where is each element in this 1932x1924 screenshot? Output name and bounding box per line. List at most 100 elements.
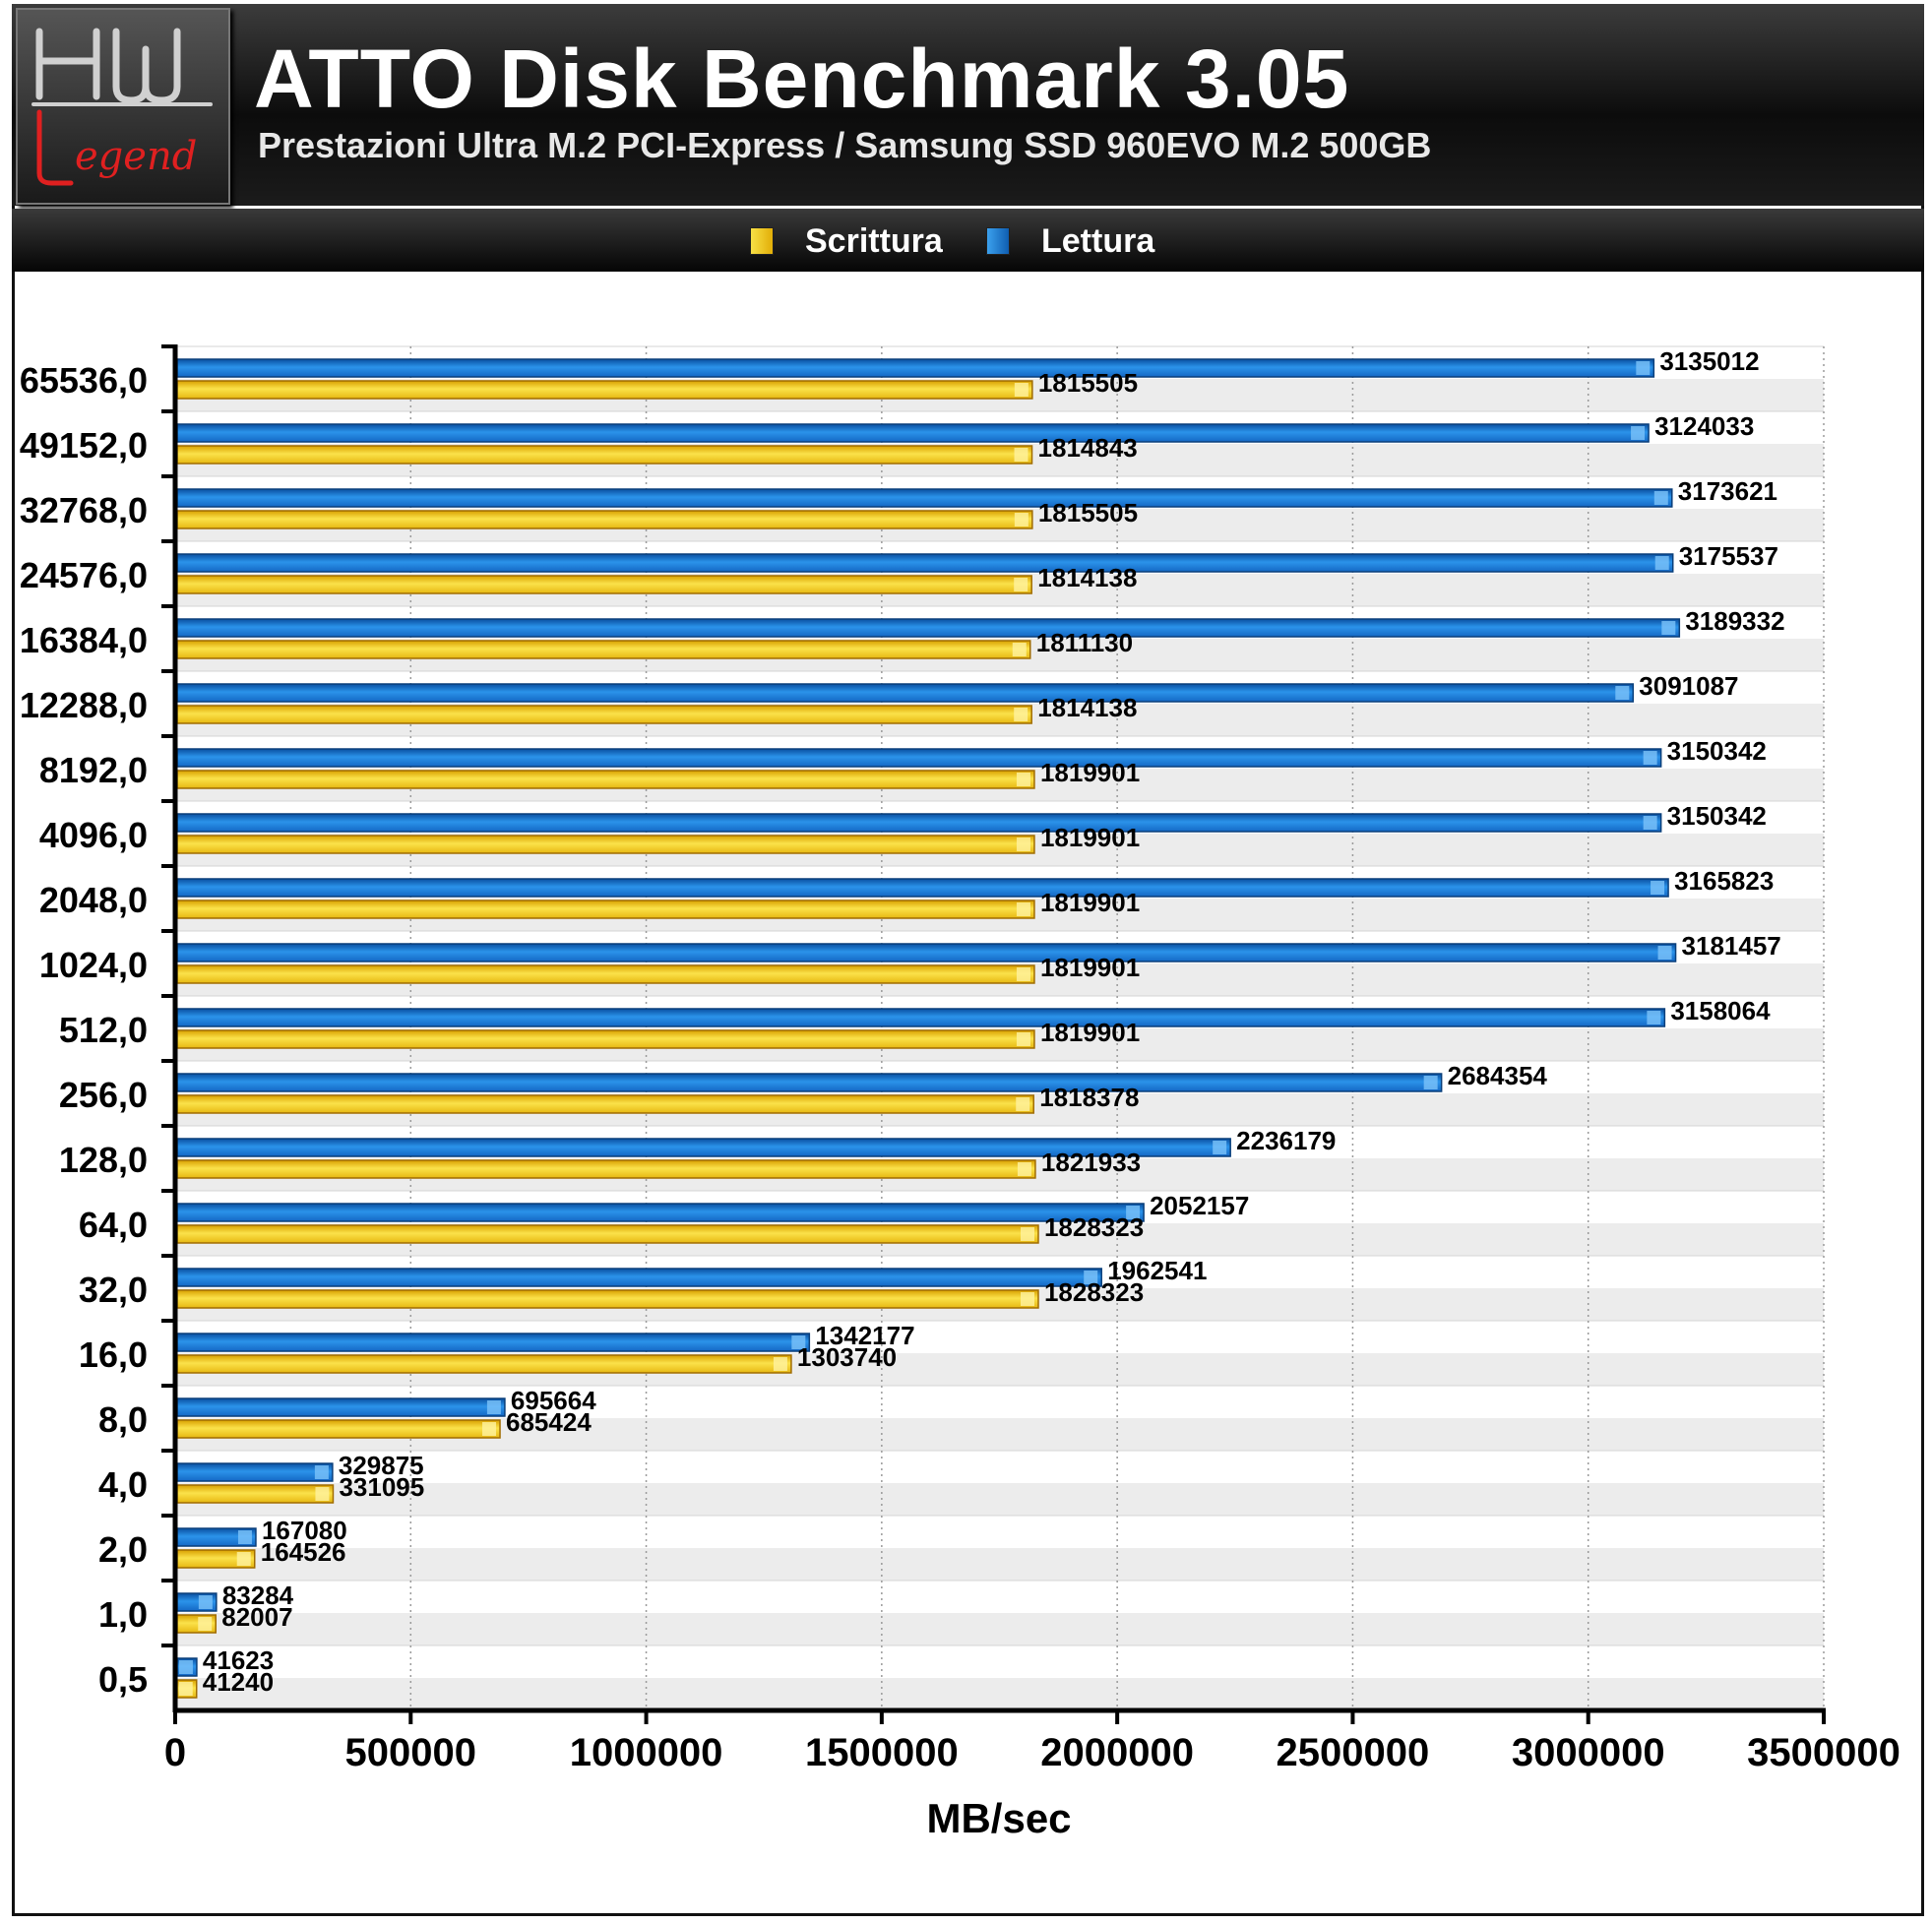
value-label-lettura: 1962541 — [1107, 1256, 1207, 1285]
bar-lettura-cap — [1636, 361, 1651, 375]
y-tick-label: 24576,0 — [20, 555, 148, 595]
y-tick-label: 32,0 — [79, 1270, 148, 1310]
bar-scrittura — [176, 1224, 1039, 1244]
bar-scrittura — [176, 1029, 1035, 1049]
bar-scrittura-cap — [1014, 578, 1028, 591]
value-label-lettura: 3165823 — [1674, 866, 1774, 896]
value-label-scrittura: 1821933 — [1041, 1148, 1141, 1177]
value-labels: 3135012 1815505 3124033 1814843 3173621 18155… — [203, 346, 1785, 1697]
y-tick-label: 4,0 — [98, 1464, 148, 1505]
x-tick-label: 0 — [164, 1731, 186, 1774]
value-label-lettura: 2684354 — [1448, 1061, 1548, 1090]
bar-lettura — [176, 1203, 1145, 1222]
x-tick-label: 3000000 — [1512, 1731, 1665, 1774]
logo-graphic: egend — [31, 28, 213, 186]
bar-lettura — [176, 488, 1673, 508]
bar-scrittura — [176, 1484, 335, 1504]
bar-lettura-cap — [1423, 1076, 1438, 1089]
bar-lettura-cap — [237, 1530, 252, 1544]
bar-lettura — [176, 748, 1662, 768]
bar-scrittura — [176, 1419, 501, 1439]
bar-lettura-cap — [198, 1595, 213, 1609]
axes: 0 500000 1000000 1500000 2000000 2500000 30000… — [20, 344, 1901, 1774]
row-band — [175, 1678, 1824, 1710]
value-label-lettura: 2052157 — [1150, 1191, 1249, 1220]
bar-lettura — [176, 1397, 506, 1417]
bar-scrittura — [176, 510, 1033, 529]
bar-lettura — [176, 878, 1669, 898]
legend-label-scrittura: Scrittura — [805, 221, 943, 260]
bar-lettura — [176, 1268, 1102, 1287]
value-label-lettura: 329875 — [339, 1451, 424, 1480]
value-label-scrittura: 685424 — [506, 1407, 592, 1437]
value-label-lettura: 3175537 — [1679, 541, 1778, 571]
value-label-scrittura: 1828323 — [1044, 1277, 1144, 1307]
y-tick-label: 64,0 — [79, 1205, 148, 1245]
y-tick-label: 128,0 — [59, 1140, 148, 1180]
value-label-scrittura: 164526 — [261, 1537, 346, 1567]
bar-lettura-cap — [314, 1465, 329, 1479]
bar-lettura-cap — [1643, 816, 1657, 830]
bar-scrittura — [176, 445, 1033, 465]
bar-scrittura — [176, 770, 1035, 789]
y-tick-label: 8192,0 — [39, 750, 148, 790]
logo-w-stroke — [112, 28, 181, 104]
bar-lettura-cap — [1084, 1271, 1098, 1284]
legend-swatch-lettura — [986, 227, 1010, 255]
bar-lettura — [176, 553, 1674, 573]
bar-scrittura-cap — [198, 1617, 213, 1631]
bar-scrittura — [176, 1289, 1039, 1309]
legend-swatch-scrittura — [750, 227, 774, 255]
value-label-scrittura: 82007 — [221, 1602, 292, 1632]
bar-lettura-cap — [1126, 1206, 1141, 1219]
y-tick-label: 16,0 — [79, 1334, 148, 1375]
bar-lettura-cap — [1647, 1011, 1661, 1024]
bar-scrittura-cap — [1017, 1162, 1031, 1176]
bar-lettura — [176, 1462, 334, 1482]
bar-scrittura-cap — [1016, 902, 1030, 916]
x-axis-label: MB/sec — [926, 1795, 1071, 1841]
bar-lettura-cap — [178, 1660, 193, 1674]
value-label-lettura: 3135012 — [1659, 346, 1759, 376]
bar-lettura — [176, 813, 1662, 833]
y-tick-label: 65536,0 — [20, 360, 148, 401]
value-label-scrittura: 1811130 — [1036, 628, 1133, 657]
bar-lettura-cap — [1661, 621, 1676, 635]
bar-lettura-cap — [791, 1335, 806, 1349]
bar-lettura — [176, 683, 1635, 703]
value-label-lettura: 3173621 — [1678, 476, 1777, 506]
value-label-scrittura: 1303740 — [797, 1342, 897, 1372]
bar-lettura — [176, 1008, 1666, 1027]
value-label-scrittura: 1819901 — [1040, 823, 1140, 852]
value-label-lettura: 3091087 — [1639, 671, 1738, 701]
value-label-scrittura: 1819901 — [1040, 1018, 1140, 1047]
y-tick-label: 0,5 — [98, 1659, 148, 1700]
row-band — [175, 1483, 1824, 1516]
legend-label-lettura: Lettura — [1041, 221, 1155, 260]
y-tick-label: 4096,0 — [39, 815, 148, 855]
value-label-scrittura: 331095 — [339, 1472, 424, 1502]
bar-lettura-cap — [486, 1400, 501, 1414]
value-label-scrittura: 1828323 — [1044, 1212, 1144, 1242]
x-tick-label: 2000000 — [1040, 1731, 1194, 1774]
value-label-scrittura: 1819901 — [1040, 758, 1140, 787]
chart-header — [12, 4, 1924, 206]
bar-lettura — [176, 943, 1677, 962]
value-label-scrittura: 41240 — [203, 1667, 274, 1697]
value-label-scrittura: 1818378 — [1039, 1083, 1139, 1112]
bar-scrittura-cap — [1020, 1227, 1034, 1241]
value-label-lettura: 3158064 — [1670, 996, 1771, 1025]
bar-scrittura — [176, 380, 1033, 400]
bar-scrittura — [176, 1354, 792, 1374]
y-tick-label: 12288,0 — [20, 685, 148, 725]
logo-l-stroke — [36, 109, 74, 186]
value-label-lettura: 3189332 — [1685, 606, 1784, 636]
value-label-scrittura: 1819901 — [1040, 953, 1140, 982]
y-tick-label: 2048,0 — [39, 880, 148, 920]
value-label-lettura: 3150342 — [1667, 801, 1767, 831]
y-tick-label: 32768,0 — [20, 490, 148, 530]
bar-lettura-cap — [1213, 1141, 1227, 1154]
value-label-lettura: 83284 — [222, 1581, 294, 1610]
bar-scrittura-cap — [236, 1552, 251, 1566]
